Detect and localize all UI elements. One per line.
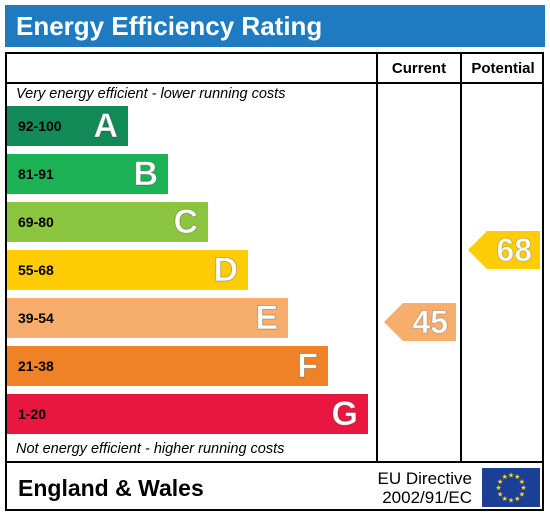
band-a-letter: A: [93, 106, 119, 145]
eu-star-icon: ★: [508, 472, 514, 480]
column-header-current: Current: [391, 60, 447, 77]
eu-star-icon: ★: [519, 490, 525, 498]
band-e-letter: E: [255, 298, 279, 337]
band-e-range: 39-54: [18, 310, 54, 326]
bottom-note: Not energy efficient - higher running co…: [16, 441, 285, 457]
band-b-letter: B: [133, 154, 159, 193]
band-d: 55-68 D: [7, 250, 248, 290]
header-divider: [5, 82, 544, 84]
potential-rating-value: 68: [496, 231, 533, 268]
potential-column-divider: [460, 52, 462, 463]
current-rating-value: 45: [412, 303, 449, 340]
eu-star-icon: ★: [502, 495, 508, 503]
title-bar: [5, 5, 545, 47]
band-f: 21-38 F: [7, 346, 328, 386]
band-d-range: 55-68: [18, 262, 54, 278]
current-column-divider: [376, 52, 378, 463]
band-g: 1-20 G: [7, 394, 368, 434]
band-g-letter: G: [331, 394, 358, 433]
band-g-range: 1-20: [18, 406, 47, 422]
band-a: 92-100 A: [7, 106, 128, 146]
band-b-range: 81-91: [18, 166, 54, 182]
eu-directive-line2: 2002/91/EC: [382, 488, 472, 507]
eu-directive-line1: EU Directive: [377, 469, 472, 488]
eu-star-icon: ★: [497, 478, 503, 486]
band-a-range: 92-100: [18, 118, 62, 134]
band-f-range: 21-38: [18, 358, 54, 374]
eu-star-icon: ★: [495, 484, 501, 492]
page-title: Energy Efficiency Rating: [16, 11, 323, 41]
eu-star-icon: ★: [520, 484, 526, 492]
footer-country: England & Wales: [18, 475, 204, 501]
eu-star-icon: ★: [519, 478, 525, 486]
eu-star-icon: ★: [508, 497, 514, 505]
eu-flag-stars: ★ ★★★★★★★★★★★: [495, 472, 526, 505]
band-d-letter: D: [213, 250, 239, 289]
band-c: 69-80 C: [7, 202, 208, 242]
eu-star-icon: ★: [497, 490, 503, 498]
eu-flag-icon: ★ ★ ★ ★ ★ ★ ★ ★ ★ ★ ★ ★: [482, 468, 540, 507]
column-header-potential: Potential: [471, 60, 535, 77]
footer-divider: [5, 461, 544, 463]
band-b: 81-91 B: [7, 154, 168, 194]
band-f-letter: F: [297, 346, 319, 385]
eu-star-icon: ★: [514, 473, 520, 481]
eu-star-icon: ★: [514, 495, 520, 503]
band-c-range: 69-80: [18, 214, 54, 230]
eu-star-icon: ★: [502, 473, 508, 481]
rating-frame: [5, 52, 544, 511]
top-note: Very energy efficient - lower running co…: [16, 86, 286, 102]
band-c-letter: C: [173, 202, 199, 241]
band-e: 39-54 E: [7, 298, 288, 338]
